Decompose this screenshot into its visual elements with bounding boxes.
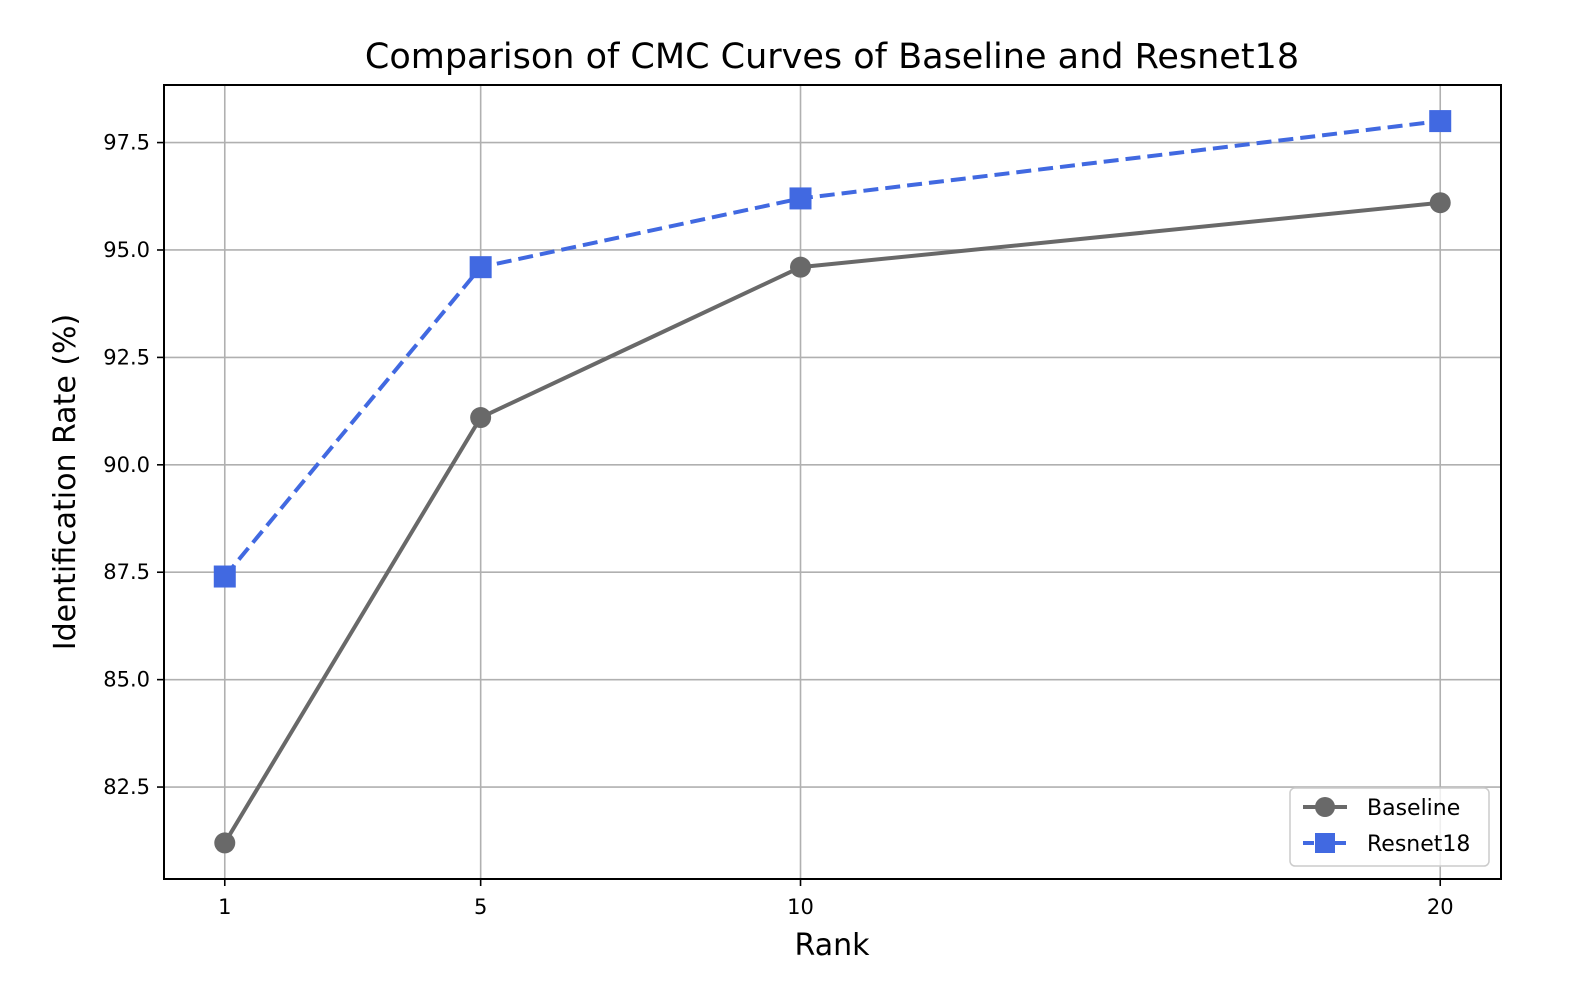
series-resnet18	[213, 110, 1452, 588]
data-series	[213, 110, 1452, 854]
legend-label: Baseline	[1367, 796, 1460, 821]
chart-title: Comparison of CMC Curves of Baseline and…	[365, 37, 1299, 77]
legend-swatch-marker	[1315, 833, 1335, 853]
x-axis-label: Rank	[795, 928, 871, 963]
y-axis-label: Identification Rate (%)	[48, 314, 83, 650]
legend-entries: Baseline Resnet18	[1303, 796, 1470, 857]
y-tick-label: 90.0	[103, 453, 150, 477]
x-tick-label: 5	[474, 895, 487, 919]
legend-entry-baseline: Baseline	[1303, 796, 1460, 821]
x-tick-label: 10	[787, 895, 814, 919]
resnet18-line	[223, 119, 1441, 578]
grid-lines	[164, 85, 1501, 879]
y-tick-label: 95.0	[103, 238, 150, 262]
y-tick-label: 97.5	[103, 131, 150, 155]
axis-ticks: 1 5 10 20 82.5 85.0 87.5 90.0 92.5 95.0 97.5	[103, 131, 1453, 919]
series-baseline	[214, 192, 1451, 854]
baseline-point	[790, 256, 812, 278]
resnet18-point	[789, 187, 812, 210]
y-tick-label: 82.5	[103, 775, 150, 799]
resnet18-point	[1429, 110, 1452, 133]
y-tick-label: 85.0	[103, 668, 150, 692]
baseline-point	[214, 832, 236, 854]
legend-entry-resnet18: Resnet18	[1303, 832, 1470, 857]
y-tick-label: 87.5	[103, 560, 150, 584]
x-tick-label: 20	[1427, 895, 1454, 919]
y-tick-label: 92.5	[103, 345, 150, 369]
plot-area-frame	[163, 84, 1502, 880]
baseline-point	[470, 407, 492, 429]
resnet18-point	[213, 565, 236, 588]
baseline-point	[1429, 192, 1451, 214]
legend-swatch-marker	[1315, 797, 1335, 817]
legend: Baseline Resnet18	[1289, 787, 1490, 867]
legend-label: Resnet18	[1367, 832, 1470, 857]
resnet18-point	[469, 256, 492, 279]
x-tick-label: 1	[218, 895, 231, 919]
baseline-line	[223, 200, 1441, 844]
